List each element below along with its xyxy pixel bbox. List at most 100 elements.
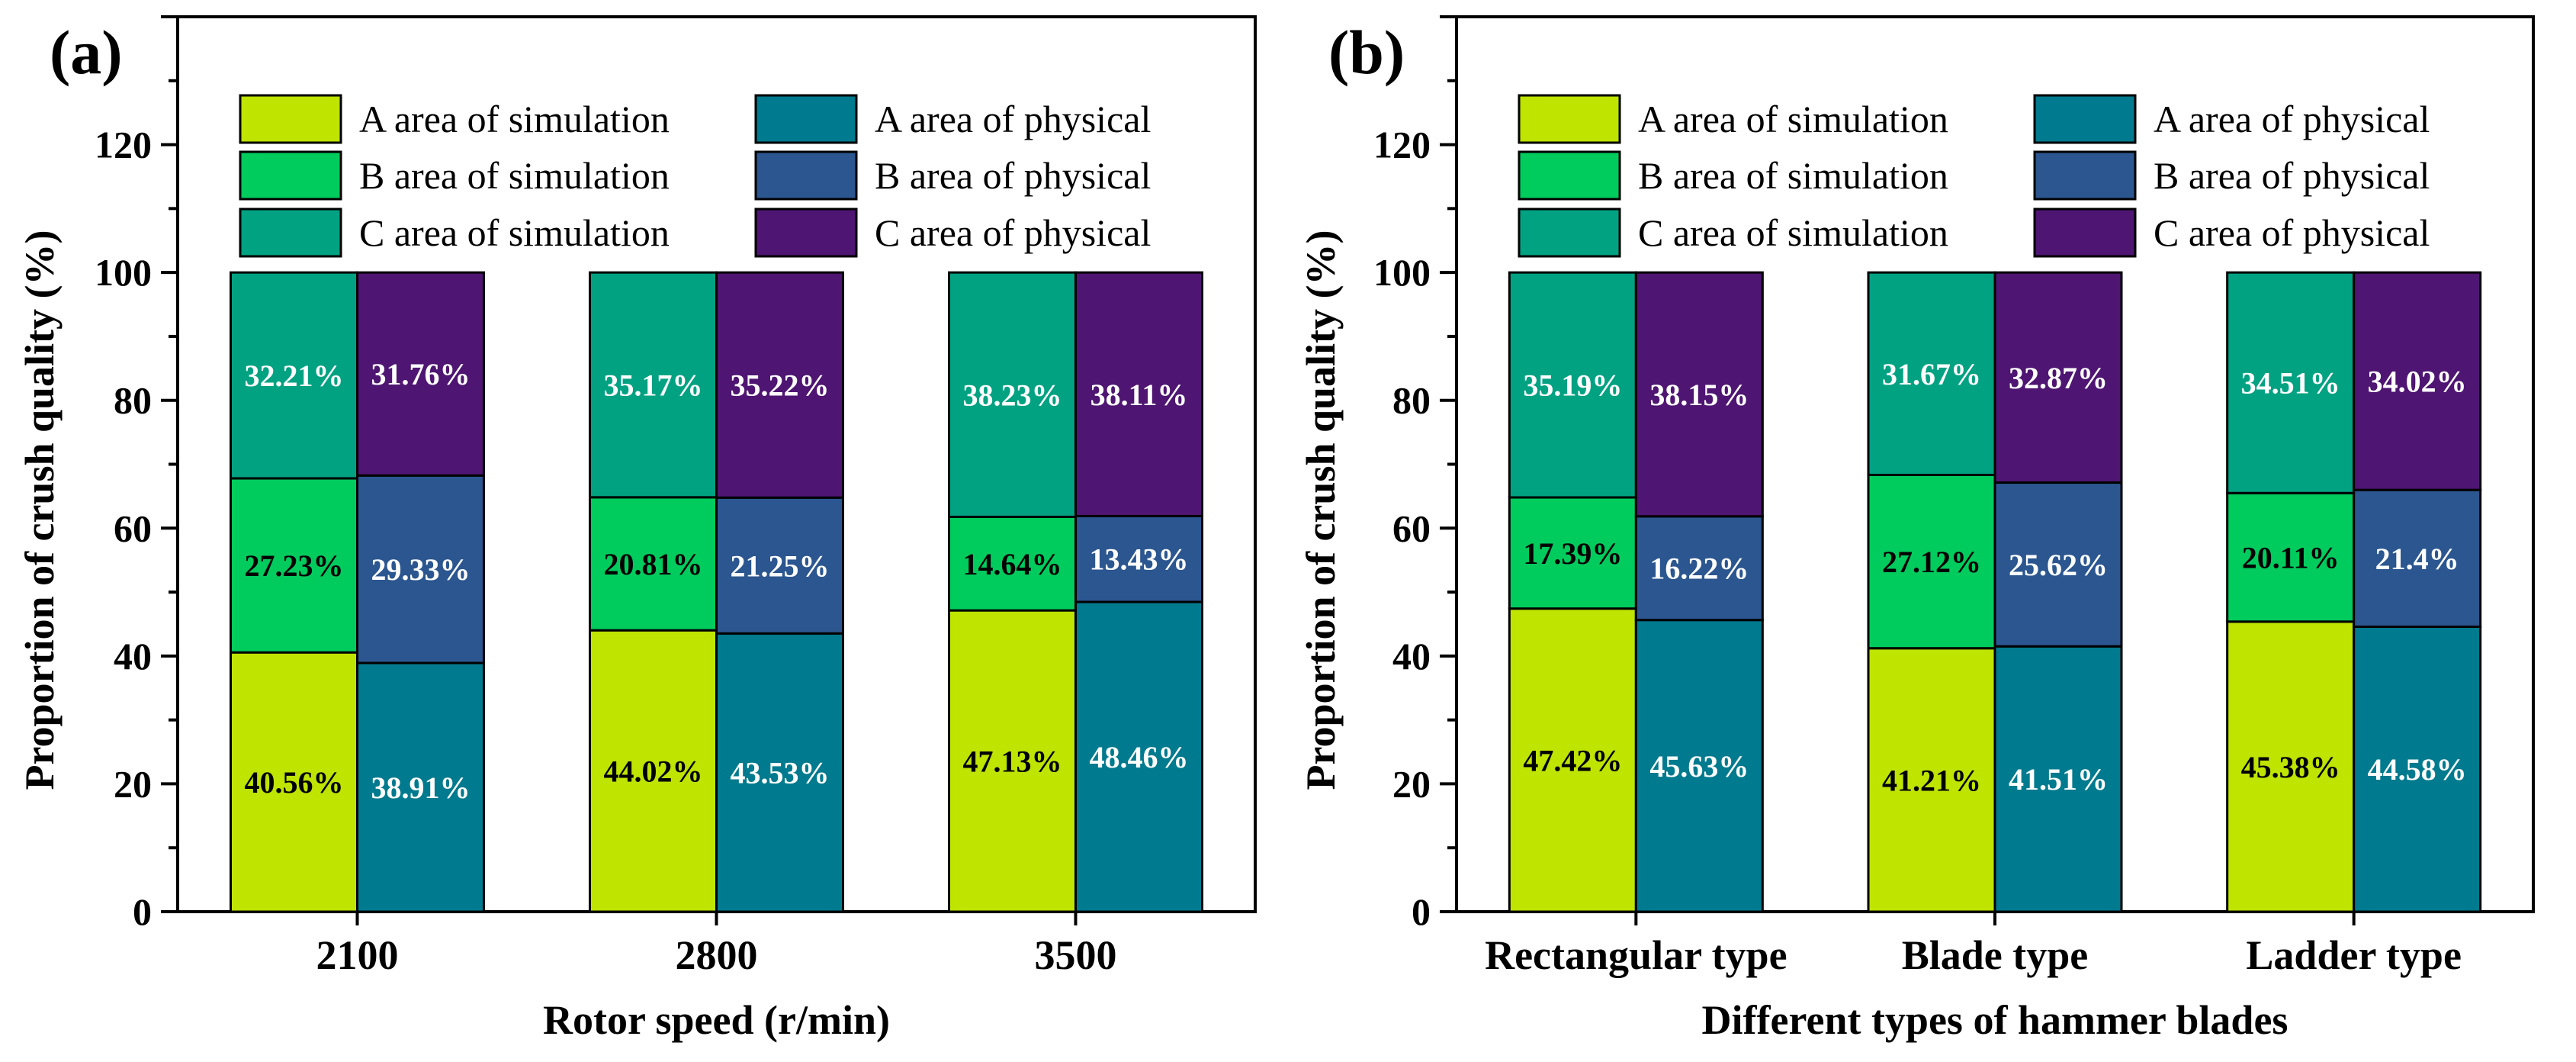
bar-b-area-of-physical: [1074, 514, 1203, 603]
bar-c-area-of-physical: [356, 271, 485, 477]
legend-swatch: [754, 150, 858, 201]
data-label: 35.17%: [604, 368, 703, 402]
data-label: 38.23%: [963, 378, 1062, 412]
legend-entry: C area of physical: [875, 211, 1151, 254]
legend-entry: B area of physical: [875, 154, 1151, 197]
data-label: 20.11%: [2242, 541, 2340, 575]
data-label: 14.64%: [963, 547, 1062, 581]
legend-entry: B area of simulation: [359, 154, 670, 197]
bar-a-area-of-simulation: [230, 651, 358, 913]
data-label: 40.56%: [245, 765, 344, 800]
y-axis-title: Proportion of crush quality (%): [17, 230, 63, 790]
legend-swatch: [754, 94, 858, 144]
bar-c-area-of-simulation: [230, 271, 358, 480]
data-label: 43.53%: [731, 756, 830, 790]
bar-a-area-of-simulation: [589, 629, 718, 913]
x-tick-label: Rectangular type: [1485, 932, 1787, 978]
bar-c-area-of-simulation: [2226, 271, 2356, 494]
y-axis-title: Proportion of crush quality (%): [1298, 230, 1344, 790]
bar-c-area-of-simulation: [1867, 271, 1996, 476]
bar-b-area-of-physical: [1634, 515, 1764, 622]
y-tick-label: 0: [133, 890, 152, 933]
data-label: 32.21%: [245, 359, 344, 393]
y-tick-label: 120: [95, 124, 152, 166]
legend-entry: A area of simulation: [1638, 98, 1948, 140]
data-label: 27.23%: [245, 549, 344, 583]
data-label: 27.12%: [1882, 545, 1981, 579]
y-tick-label: 60: [1392, 507, 1431, 549]
y-tick-label: 80: [114, 379, 152, 422]
legend-entry: A area of physical: [2154, 98, 2430, 140]
legend-swatch: [2033, 150, 2137, 201]
x-tick-label: 2100: [316, 932, 399, 978]
data-label: 41.51%: [2009, 762, 2108, 796]
data-label: 45.38%: [2241, 750, 2340, 784]
bar-a-area-of-simulation: [2226, 620, 2356, 913]
data-label: 47.13%: [963, 745, 1062, 779]
y-tick-label: 20: [114, 762, 152, 805]
x-tick-label: 3500: [1035, 932, 1117, 978]
legend-entry: A area of physical: [875, 98, 1151, 140]
bar-b-area-of-simulation: [2226, 491, 2356, 623]
data-label: 34.02%: [2368, 365, 2467, 399]
y-tick-label: 120: [1373, 124, 1431, 166]
legend-entry: C area of physical: [2154, 211, 2430, 254]
data-label: 21.25%: [731, 549, 830, 583]
data-label: 32.87%: [2009, 361, 2108, 395]
panel-label: (b): [1328, 18, 1405, 87]
bar-b-area-of-physical: [1993, 481, 2123, 648]
y-tick-label: 20: [1392, 762, 1431, 805]
y-tick-label: 60: [114, 507, 152, 549]
legend-swatch: [239, 208, 342, 258]
bar-c-area-of-physical: [2353, 271, 2482, 491]
data-label: 41.21%: [1882, 763, 1981, 797]
chart-panel-b: 0 20 40 60 80 100 120 Rectangular type 47.42% 17.…: [1298, 15, 2535, 1043]
bar-c-area-of-physical: [1634, 271, 1764, 518]
bar-c-area-of-physical: [1074, 271, 1203, 517]
bar-c-area-of-simulation: [589, 271, 718, 499]
data-label: 13.43%: [1090, 542, 1189, 577]
bar-a-area-of-physical: [2353, 625, 2482, 913]
y-tick-label: 40: [1392, 635, 1431, 677]
y-tick-label: 100: [95, 251, 152, 294]
data-label: 31.67%: [1882, 357, 1981, 391]
data-label: 31.76%: [371, 357, 471, 391]
x-axis-title: Different types of hammer blades: [1702, 997, 2289, 1043]
data-label: 47.42%: [1523, 743, 1622, 777]
bar-a-area-of-physical: [715, 632, 844, 913]
data-label: 44.02%: [604, 755, 703, 789]
bar-a-area-of-simulation: [1867, 647, 1996, 913]
legend-entry: B area of simulation: [1638, 154, 1948, 197]
data-label: 45.63%: [1649, 749, 1749, 784]
legend-swatch: [1518, 208, 1621, 258]
legend-entry: B area of physical: [2154, 154, 2430, 197]
legend-swatch: [239, 150, 342, 201]
bar-b-area-of-simulation: [948, 515, 1077, 612]
legend-swatch: [2033, 94, 2137, 144]
data-label: 38.91%: [371, 771, 471, 805]
bar-b-area-of-physical: [356, 474, 485, 665]
data-label: 35.19%: [1523, 368, 1622, 403]
data-label: 48.46%: [1090, 740, 1189, 774]
x-tick-label: 2800: [676, 932, 758, 978]
data-label: 20.81%: [604, 547, 703, 581]
bar-a-area-of-simulation: [1508, 607, 1637, 913]
legend-swatch: [1518, 94, 1621, 144]
bar-c-area-of-physical: [1993, 271, 2123, 484]
data-label: 44.58%: [2368, 752, 2467, 787]
x-axis-title: Rotor speed (r/min): [543, 997, 890, 1043]
data-label: 16.22%: [1649, 552, 1749, 586]
legend-swatch: [1518, 150, 1621, 201]
data-label: 38.15%: [1649, 378, 1749, 412]
y-tick-label: 0: [1412, 890, 1431, 933]
bar-a-area-of-physical: [356, 661, 485, 913]
bar-a-area-of-physical: [1074, 600, 1203, 913]
y-tick-label: 100: [1373, 251, 1431, 294]
data-label: 38.11%: [1090, 378, 1188, 412]
legend-entry: C area of simulation: [359, 211, 670, 254]
legend-entry: C area of simulation: [1638, 211, 1948, 254]
data-label: 35.22%: [731, 368, 830, 403]
legend-entry: A area of simulation: [359, 98, 670, 140]
legend-swatch: [2033, 208, 2137, 258]
